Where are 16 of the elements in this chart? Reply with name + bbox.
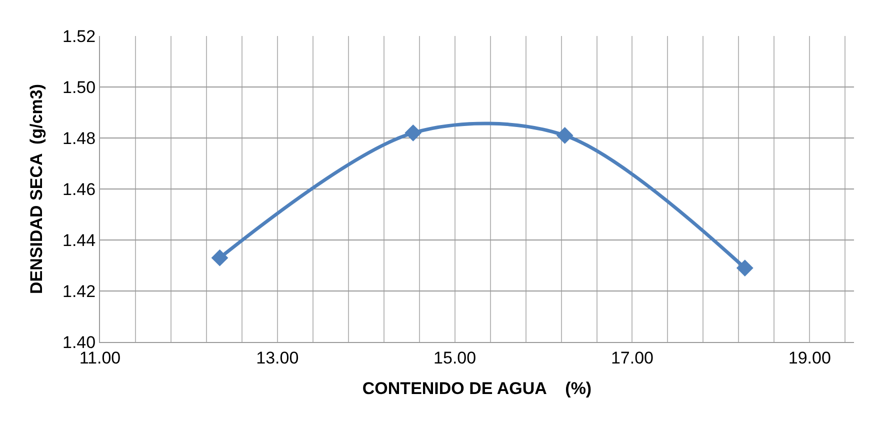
y-tick-label: 1.46 xyxy=(62,180,96,199)
x-tick-label: 13.00 xyxy=(256,348,299,368)
y-axis-title: DENSIDAD SECA (g/cm3) xyxy=(27,84,46,294)
point xyxy=(556,127,574,144)
y-tick-label: 1.48 xyxy=(62,128,96,148)
y-tick-label: 1.50 xyxy=(62,78,96,97)
y-tick-label: 1.42 xyxy=(62,282,96,301)
x-tick-label: 19.00 xyxy=(788,348,831,368)
x-tick-label: 17.00 xyxy=(610,348,654,368)
point xyxy=(211,249,228,266)
point xyxy=(736,260,754,276)
x-axis-title: CONTENIDO DE AGUA (%) xyxy=(362,378,592,398)
y-tick-label: 1.52 xyxy=(62,26,96,46)
point xyxy=(404,124,422,142)
y-tick-label: 1.44 xyxy=(62,230,96,250)
x-tick-label: 15.00 xyxy=(434,348,476,368)
